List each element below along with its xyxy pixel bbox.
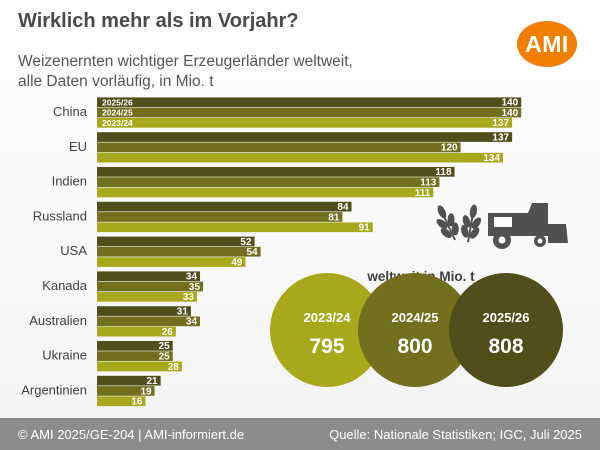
bar-value-label: 28 [168, 362, 180, 373]
category-label: Argentinien [21, 382, 87, 397]
bar-value-label: 35 [189, 282, 201, 293]
bar-value-label: 113 [420, 178, 437, 189]
bar-value-label: 34 [186, 272, 198, 283]
category-label: USA [60, 243, 87, 258]
world-total-2025-26: 2025/26 808 [449, 273, 563, 387]
bar-value-label: 91 [359, 223, 371, 234]
bar-value-label: 140 [502, 98, 519, 109]
bar-2324 [97, 396, 146, 407]
bar-value-label: 21 [147, 376, 159, 387]
series-label: 2023/24 [102, 118, 133, 128]
bar-value-label: 118 [435, 167, 452, 178]
bar-value-label: 31 [177, 306, 189, 317]
series-label: 2024/25 [102, 108, 133, 118]
bar-value-label: 26 [162, 327, 174, 338]
bar-2526 [97, 201, 352, 212]
bar-2425 [97, 142, 461, 153]
bar-value-label: 25 [159, 341, 171, 352]
bar-value-label: 120 [441, 143, 458, 154]
bar-value-label: 25 [159, 352, 171, 363]
page-title: Wirklich mehr als im Vorjahr? [18, 10, 299, 32]
bar-2324 [97, 222, 373, 233]
footer: © AMI 2025/GE-204 | AMI-informiert.de Qu… [0, 418, 600, 450]
category-label: China [53, 104, 88, 119]
chart-subtitle: Weizenernten wichtiger Erzeugerländer we… [18, 53, 353, 90]
bar-value-label: 34 [186, 317, 198, 328]
bar-2526 [97, 375, 161, 386]
bar-chart: China 140 2025/26 140 2024/25 137 2023/24 EU 137… [21, 97, 568, 408]
combine-harvester-icon [488, 203, 568, 249]
bar-value-label: 84 [337, 202, 349, 213]
category-label: Kanada [42, 278, 88, 293]
world-total-value: 800 [397, 335, 432, 358]
category-label: Ukraine [42, 348, 87, 363]
category-label: EU [69, 139, 87, 154]
footer-copyright: © AMI 2025/GE-204 | AMI-informiert.de [18, 427, 245, 442]
bar-value-label: 33 [183, 292, 195, 303]
bar-2324 [97, 326, 176, 337]
bar-value-label: 19 [140, 386, 152, 397]
bar-2324 [97, 257, 246, 267]
category-label: Indien [52, 174, 87, 189]
bar-2425 [97, 386, 155, 396]
bar-value-label: 134 [483, 153, 500, 164]
bar-2526 [97, 97, 522, 108]
bar-2425 [97, 246, 261, 257]
world-total-2023-24: 2023/24 795 [270, 273, 384, 387]
bar-2324 [97, 118, 513, 128]
bar-2526 [97, 306, 191, 316]
world-total-value: 808 [488, 335, 523, 358]
bar-2324 [97, 292, 197, 302]
bar-value-label: 16 [131, 397, 143, 408]
bar-value-label: 54 [246, 247, 258, 258]
bar-value-label: 137 [492, 132, 509, 143]
bar-2425 [97, 212, 343, 222]
bar-2324 [97, 152, 504, 163]
bar-value-label: 81 [328, 212, 340, 223]
world-total-year: 2025/26 [483, 310, 530, 325]
bar-2324 [97, 187, 434, 198]
bar-2425 [97, 316, 201, 327]
ami-logo: AMI [517, 21, 577, 67]
world-total-value: 795 [309, 335, 344, 358]
bar-2526 [97, 341, 173, 351]
world-total-year: 2024/25 [392, 310, 439, 325]
bar-value-label: 111 [415, 188, 431, 199]
bar-2425 [97, 177, 440, 187]
bar-value-label: 140 [502, 108, 519, 119]
bar-2526 [97, 236, 255, 247]
bar-2526 [97, 271, 201, 282]
wheat-icon [436, 204, 482, 243]
category-label: Russland [33, 208, 87, 223]
bar-2425 [97, 107, 522, 118]
category-label: Australien [29, 313, 87, 328]
bar-2425 [97, 281, 204, 292]
world-total-year: 2023/24 [304, 310, 352, 325]
bar-value-label: 49 [231, 257, 243, 268]
bar-2526 [97, 132, 513, 142]
series-label: 2025/26 [102, 97, 133, 107]
bar-2526 [97, 167, 455, 177]
world-total-2024-25: 2024/25 800 [358, 273, 472, 387]
bars-group: China 140 2025/26 140 2024/25 137 2023/24 EU 137… [21, 97, 522, 408]
bar-value-label: 137 [492, 118, 509, 129]
footer-source: Quelle: Nationale Statistiken; IGC, Juli… [329, 427, 582, 442]
bar-2324 [97, 361, 182, 372]
bar-value-label: 52 [240, 237, 252, 248]
bar-2425 [97, 351, 173, 361]
